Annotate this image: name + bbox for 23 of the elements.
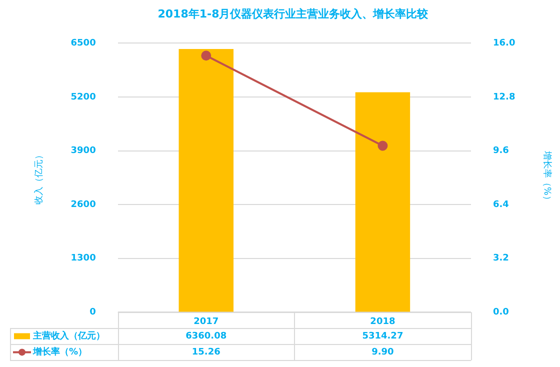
y2-tick-label: 3.2 xyxy=(492,254,509,264)
x-tick-label: 2018 xyxy=(370,316,396,327)
data-label: 5314.27 xyxy=(362,332,404,342)
y-tick-label: 2600 xyxy=(70,200,96,210)
y-tick-label: 3900 xyxy=(70,146,96,156)
chart-title: 2018年1-8月仪器仪表行业主营业务收入、增长率比较 xyxy=(158,7,430,20)
y-axis-title: 收入（亿元） xyxy=(34,150,45,205)
y-tick-label: 5200 xyxy=(70,92,96,102)
legend-label: 主营收入（亿元） xyxy=(32,330,105,342)
y-tick-label: 6500 xyxy=(70,38,96,49)
legend-label: 增长率（%） xyxy=(32,346,88,358)
x-tick-label: 2017 xyxy=(194,316,219,327)
y2-tick-label: 6.4 xyxy=(492,200,509,210)
y-tick-label: 1300 xyxy=(70,254,96,264)
y2-tick-label: 12.8 xyxy=(492,92,516,102)
y-tick-label: 0 xyxy=(90,308,96,318)
data-label: 15.26 xyxy=(192,348,220,358)
data-label: 9.90 xyxy=(372,348,394,358)
y2-axis-title: 增长率（%） xyxy=(541,150,552,204)
data-label: 6360.08 xyxy=(186,332,227,342)
y2-tick-label: 16.0 xyxy=(492,38,516,49)
y2-tick-label: 0.0 xyxy=(492,308,509,318)
y2-tick-label: 9.6 xyxy=(492,146,509,156)
